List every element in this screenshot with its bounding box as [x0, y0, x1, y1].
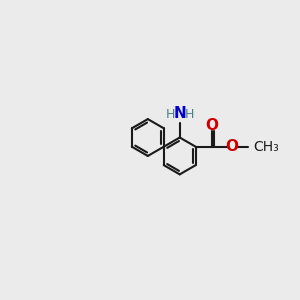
Text: CH₃: CH₃	[253, 140, 279, 154]
Text: H: H	[166, 108, 175, 121]
Text: N: N	[173, 106, 186, 121]
Text: O: O	[206, 118, 218, 134]
Text: O: O	[226, 139, 239, 154]
Text: H: H	[184, 108, 194, 121]
